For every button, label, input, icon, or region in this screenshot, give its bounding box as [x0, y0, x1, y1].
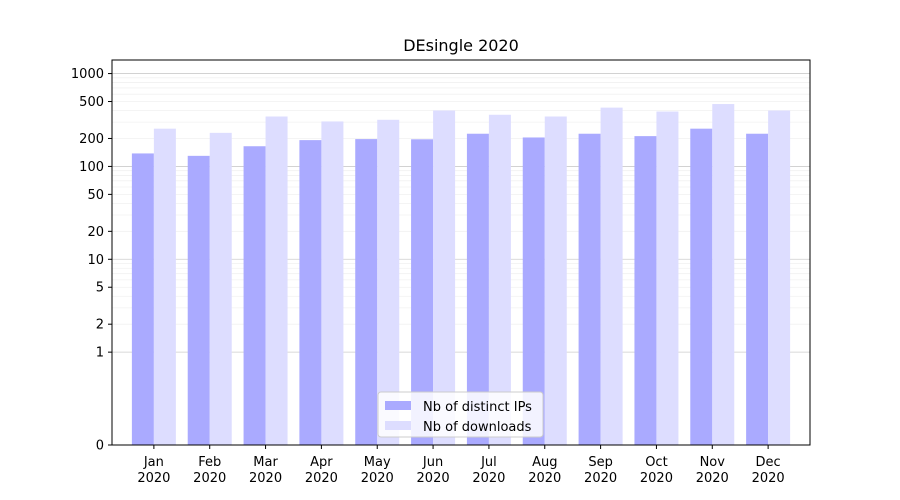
plot-frame	[111, 59, 811, 446]
x-tick-label: Aug 2020	[528, 455, 561, 486]
x-tick-label: Jun 2020	[417, 455, 450, 486]
bar-downloads	[600, 107, 623, 445]
bars	[131, 104, 791, 446]
legend-swatch	[385, 401, 411, 410]
y-tick-label: 1	[96, 346, 104, 361]
bar-downloads	[321, 121, 344, 445]
x-tick-label: Sep 2020	[584, 455, 617, 486]
y-tick-label: 100	[79, 160, 104, 175]
bar-distinct-ips	[131, 153, 154, 445]
y-tick-label: 200	[79, 132, 104, 147]
y-tick-label: 0	[96, 439, 104, 454]
y-tick-label: 500	[79, 95, 104, 110]
y-tick-label: 2	[96, 318, 104, 333]
legend-swatch	[385, 421, 411, 430]
bar-downloads	[488, 114, 511, 446]
bar-downloads	[768, 110, 791, 445]
bar-downloads	[377, 119, 400, 446]
x-tick-label: Feb 2020	[193, 455, 226, 486]
bar-distinct-ips	[522, 137, 545, 445]
legend-box	[377, 391, 544, 438]
bar-distinct-ips	[634, 136, 657, 446]
legend-label: Nb of downloads	[423, 420, 532, 435]
bar-distinct-ips	[466, 133, 489, 445]
bar-downloads	[656, 111, 679, 445]
bar-downloads	[433, 110, 456, 445]
legend: Nb of distinct IPs Nb of downloads	[377, 391, 544, 438]
bar-downloads	[712, 104, 735, 445]
bar-distinct-ips	[243, 146, 266, 445]
bar-distinct-ips	[355, 139, 378, 445]
y-tick-label: 20	[87, 225, 104, 240]
y-tick-label: 50	[87, 188, 104, 203]
bar-distinct-ips	[746, 133, 769, 445]
x-tick-label: Mar 2020	[249, 455, 282, 486]
y-tick-label: 10	[87, 253, 104, 268]
bar-distinct-ips	[187, 155, 210, 445]
x-tick-label: Dec 2020	[752, 455, 785, 486]
x-tick-label: Jan 2020	[137, 455, 170, 486]
bar-downloads	[209, 132, 232, 445]
bar-distinct-ips	[411, 139, 434, 445]
chart-title: DEsingle 2020	[403, 36, 519, 55]
x-tick-label: Jul 2020	[472, 455, 505, 486]
bar-distinct-ips	[299, 140, 322, 446]
legend-label: Nb of distinct IPs	[423, 400, 532, 415]
x-tick-label: Oct 2020	[640, 455, 673, 486]
axes: 0 1 2 5 10 20 50 100 200 500 1000 Jan 2020 Feb 2020 Mar…	[71, 59, 811, 486]
y-tick-label: 5	[96, 281, 104, 296]
bar-downloads	[544, 116, 567, 446]
bar-distinct-ips	[690, 128, 713, 445]
x-tick-label: Apr 2020	[305, 455, 338, 486]
x-tick-label: Nov 2020	[696, 455, 729, 486]
bar-distinct-ips	[578, 133, 601, 445]
y-tick-label: 1000	[71, 67, 104, 82]
bar-downloads	[153, 128, 176, 445]
bar-downloads	[265, 116, 288, 446]
x-tick-label: May 2020	[361, 455, 394, 486]
